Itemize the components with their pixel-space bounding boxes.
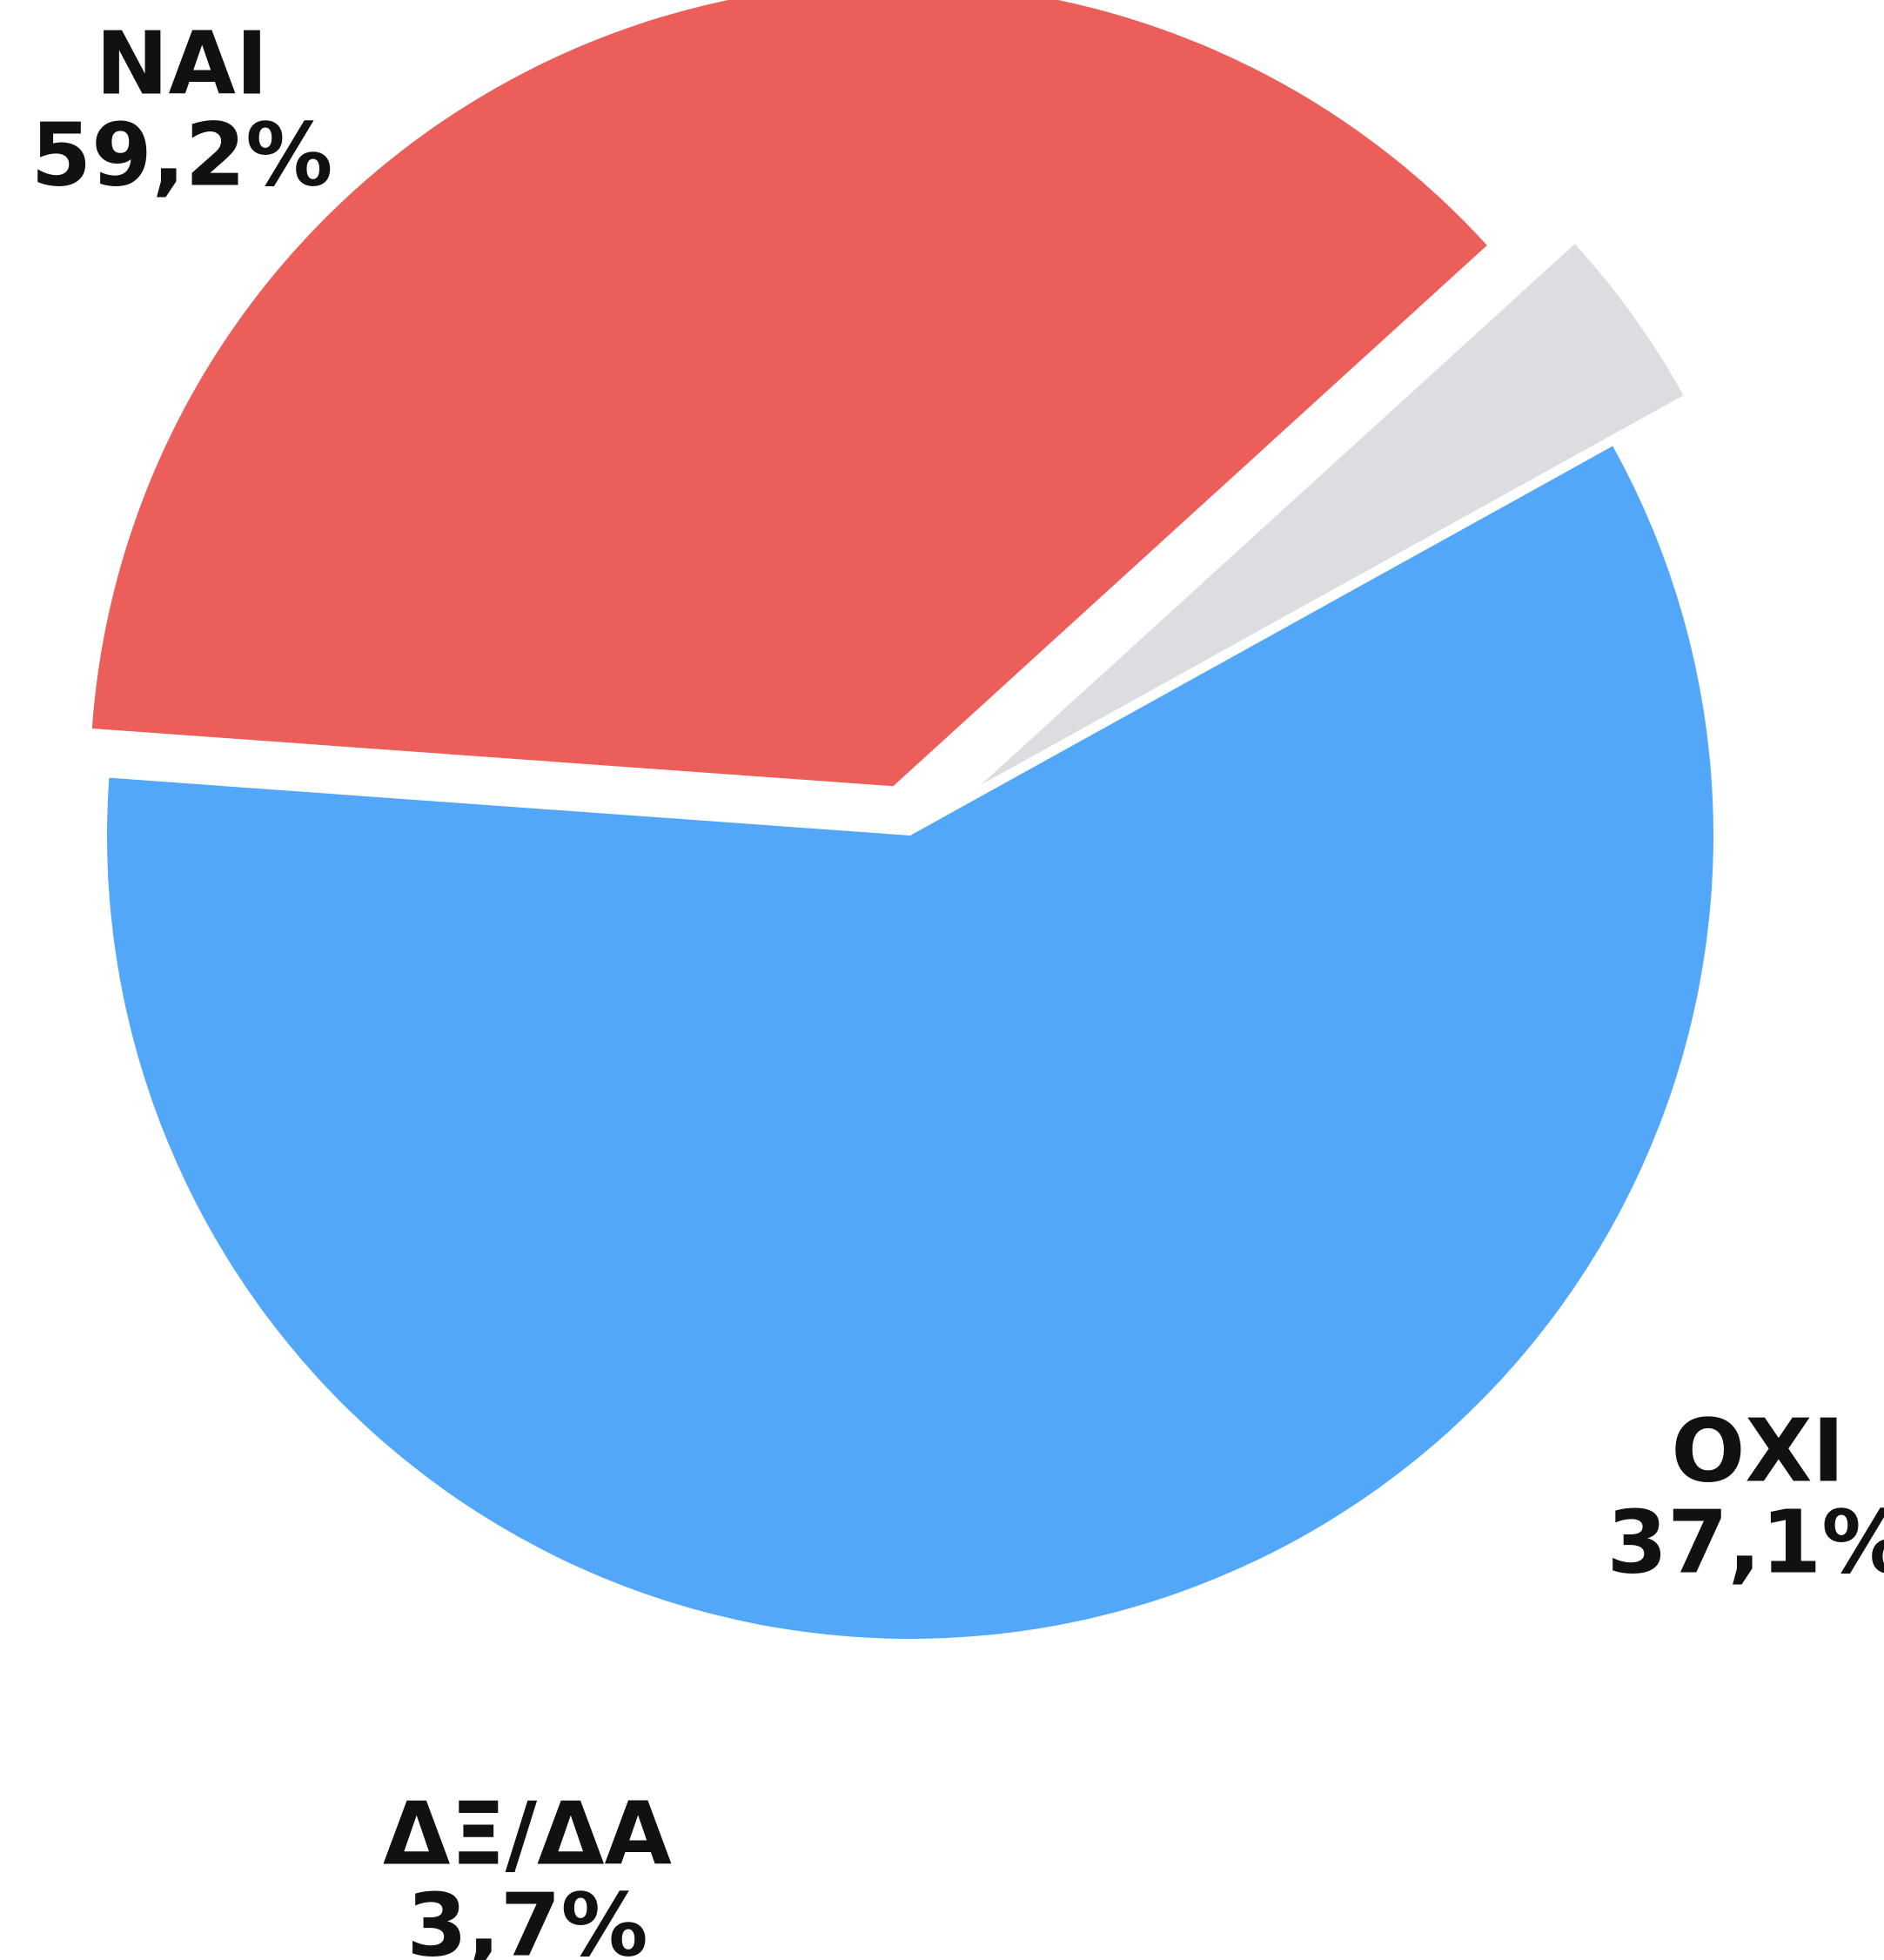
slice-label: ΝΑΙ <box>96 12 268 114</box>
value-label: 59,2% <box>31 104 333 205</box>
slice-label: ΔΞ/ΔΑ <box>383 1782 672 1884</box>
value-label: 3,7% <box>406 1874 647 1960</box>
value-label: 37,1% <box>1607 1491 1884 1593</box>
pie-slice <box>981 244 1684 785</box>
pie-slice <box>91 0 1487 787</box>
pie-slice <box>106 446 1713 1639</box>
slice-label: ΟΧΙ <box>1671 1400 1844 1501</box>
